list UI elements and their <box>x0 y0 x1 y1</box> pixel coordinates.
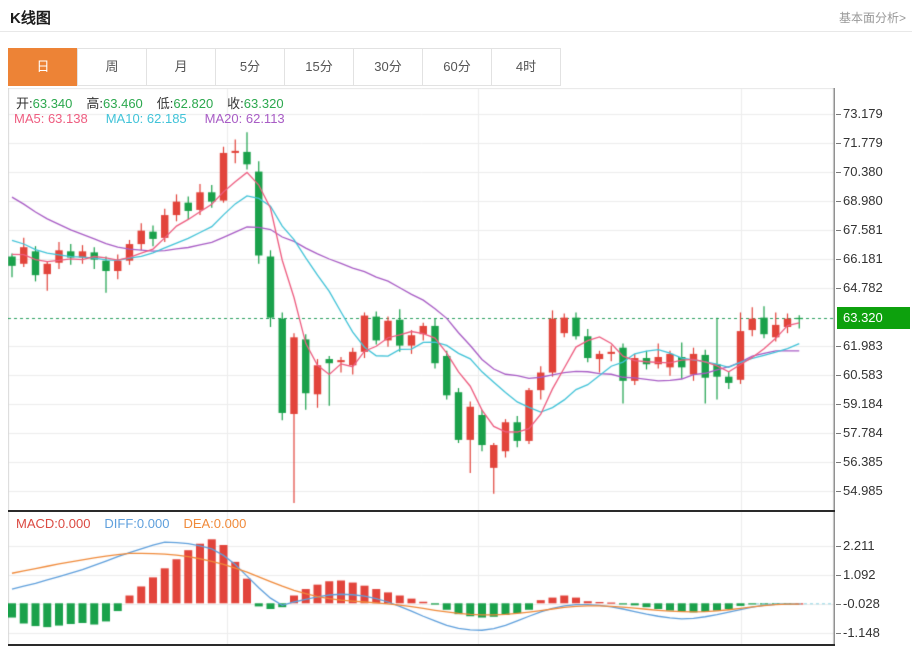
y-axis-label: 73.179 <box>836 106 883 122</box>
tab-月[interactable]: 月 <box>146 48 216 86</box>
y-axis-label: 60.583 <box>836 367 883 383</box>
y-axis-label: 59.184 <box>836 396 883 412</box>
tab-30分[interactable]: 30分 <box>353 48 423 86</box>
open-label: 开: <box>16 96 33 111</box>
tab-60分[interactable]: 60分 <box>422 48 492 86</box>
y-axis-label: 67.581 <box>836 222 883 238</box>
candlestick-chart-canvas[interactable] <box>8 88 835 511</box>
macd-chart-canvas[interactable] <box>8 511 835 645</box>
panel-divider <box>8 510 835 512</box>
y-axis-label: 70.380 <box>836 164 883 180</box>
close-label: 收: <box>227 96 244 111</box>
macd-legend: MACD:0.000 DIFF:0.000 DEA:0.000 <box>16 516 260 531</box>
y-axis-label: 61.983 <box>836 338 883 354</box>
macd-value-legend: MACD:0.000 <box>16 516 91 531</box>
y-axis-label: -0.028 <box>836 596 880 612</box>
y-axis-label: 64.782 <box>836 280 883 296</box>
close-value: 63.320 <box>243 96 284 111</box>
current-price-badge: 63.320 <box>837 307 910 330</box>
ma5-legend: MA5: 63.138 <box>14 111 88 126</box>
ma-legend: MA5: 63.138 MA10: 62.185 MA20: 62.113 <box>14 111 303 126</box>
ma20-legend: MA20: 62.113 <box>204 111 285 126</box>
y-axis-label: 54.985 <box>836 483 883 499</box>
y-axis-label: 56.385 <box>836 454 883 470</box>
y-axis-label: 57.784 <box>836 425 883 441</box>
y-axis-label: 2.211 <box>836 538 875 554</box>
tab-日[interactable]: 日 <box>8 48 78 86</box>
fundamental-analysis-link[interactable]: 基本面分析> <box>838 11 906 25</box>
y-axis-label: 71.779 <box>836 135 883 151</box>
tab-5分[interactable]: 5分 <box>215 48 285 86</box>
y-axis-label: 1.092 <box>836 567 876 583</box>
y-axis-label: -1.148 <box>836 625 880 641</box>
y-axis-label: 66.181 <box>836 251 883 267</box>
chart-bottom-border <box>8 644 835 646</box>
ma10-legend: MA10: 62.185 <box>105 111 187 126</box>
dea-value-legend: DEA:0.000 <box>183 516 247 531</box>
high-label: 高: <box>86 96 104 111</box>
header: K线图 基本面分析> <box>0 0 912 32</box>
low-label: 低: <box>156 96 174 111</box>
timeframe-tabs: 日周月 5分 15分 30分 60分 4时 <box>8 48 561 86</box>
tab-周[interactable]: 周 <box>77 48 147 86</box>
high-value: 63.460 <box>103 96 143 111</box>
tab-4时[interactable]: 4时 <box>491 48 561 86</box>
low-value: 62.820 <box>173 96 214 111</box>
open-value: 63.340 <box>32 96 73 111</box>
y-axis-label: 68.980 <box>836 193 883 209</box>
ohlc-legend: 开:63.340 高:63.460 低:62.820 收:63.320 <box>16 93 298 112</box>
diff-value-legend: DIFF:0.000 <box>104 516 170 531</box>
page-title: K线图 <box>10 10 51 27</box>
tab-15分[interactable]: 15分 <box>284 48 354 86</box>
